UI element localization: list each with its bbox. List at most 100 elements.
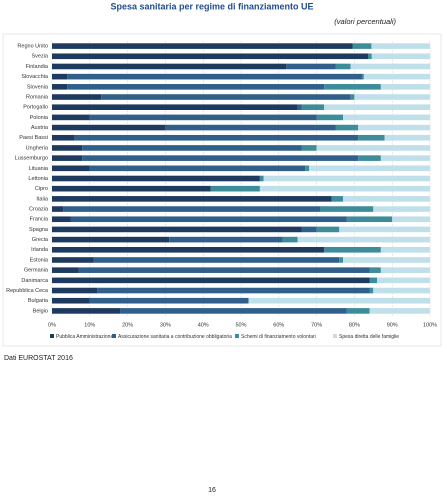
bar-segment	[52, 236, 170, 243]
bar-segment	[350, 94, 355, 100]
bar-segment	[52, 43, 353, 49]
bar-segment	[316, 226, 340, 233]
bar-segment	[63, 206, 321, 212]
x-tick-label: 60%	[273, 322, 284, 328]
x-tick-label: 10%	[84, 322, 95, 328]
chart-subtitle: (valori percentuali)	[334, 17, 396, 26]
bar-segment	[371, 43, 430, 49]
bar-segment	[248, 297, 430, 304]
y-tick-label: Paesi Bassi	[19, 135, 48, 141]
bar-segment	[320, 206, 374, 212]
y-tick-label: Polonia	[30, 115, 49, 121]
bar-segment	[346, 308, 370, 314]
bar-segment	[324, 84, 381, 90]
bar-segment	[101, 94, 351, 100]
y-tick-label: Slovenia	[27, 84, 49, 90]
x-tick-label: 100%	[423, 322, 437, 328]
bar-segment	[380, 267, 430, 273]
bar-segment	[52, 267, 79, 273]
y-tick-label: Danimarca	[21, 278, 49, 284]
legend-label: Spesa diretta delle famiglie	[339, 334, 399, 340]
bar-segment	[343, 257, 430, 263]
y-tick-label: Spagna	[29, 227, 49, 233]
bar-segment	[369, 277, 378, 284]
bar-segment	[324, 246, 381, 253]
y-tick-label: Portogallo	[23, 105, 48, 111]
y-tick-label: Regno Unito	[17, 44, 48, 50]
y-tick-label: Estonia	[30, 257, 49, 263]
bar-segment	[70, 216, 347, 223]
bar-segment	[346, 216, 393, 223]
bar-segment	[368, 53, 372, 60]
bar-segment	[52, 206, 64, 212]
bar-segment	[52, 165, 90, 172]
legend-label: Pubblica Amministrazione	[56, 334, 113, 340]
bar-segment	[352, 43, 372, 49]
legend-label: Assicurazione sanitaria a contribuzione …	[118, 334, 232, 340]
y-tick-label: Irlanda	[31, 247, 49, 253]
bar-segment	[361, 73, 364, 80]
bar-segment	[52, 73, 68, 80]
bar-segment	[52, 216, 71, 223]
bar-segment	[384, 134, 430, 141]
bar-segment	[369, 287, 374, 294]
bar-segment	[259, 185, 430, 192]
y-tick-label: Finlandia	[26, 64, 49, 70]
bar-segment	[335, 63, 351, 70]
bar-segment	[339, 226, 430, 233]
y-tick-label: Croazia	[29, 207, 49, 213]
y-tick-label: Cipro	[35, 186, 48, 192]
bar-segment	[120, 308, 347, 314]
page-number: 16	[208, 487, 216, 494]
bar-segment	[286, 63, 336, 70]
source-note: Dati EUROSTAT 2016	[4, 355, 73, 362]
bar-segment	[301, 104, 325, 111]
bar-segment	[363, 73, 430, 80]
bar-segment	[358, 134, 385, 141]
bar-segment	[339, 257, 344, 263]
legend-swatch	[235, 334, 239, 338]
bar-segment	[392, 216, 430, 223]
bar-segment	[52, 84, 68, 90]
y-tick-label: Germania	[24, 268, 49, 274]
bar-segment	[67, 73, 362, 80]
x-tick-label: 0%	[48, 322, 56, 328]
bar-segment	[309, 165, 430, 172]
bar-segment	[259, 175, 264, 182]
bar-segment	[343, 196, 430, 202]
bar-segment	[316, 145, 430, 151]
bar-segment	[89, 297, 249, 304]
bar-segment	[263, 175, 430, 182]
y-tick-label: Romania	[26, 94, 49, 100]
bar-segment	[297, 236, 430, 243]
chart-title: Spesa sanitaria per regime di finanziame…	[110, 1, 313, 11]
bar-segment	[358, 124, 430, 131]
y-tick-label: Lituania	[29, 166, 49, 172]
bar-segment	[358, 155, 381, 161]
bar-segment	[52, 175, 260, 182]
bar-segment	[52, 53, 369, 60]
y-tick-label: Repubblica Ceca	[6, 288, 49, 294]
bar-segment	[335, 124, 359, 131]
x-tick-label: 40%	[198, 322, 209, 328]
bar-segment	[369, 308, 430, 314]
bar-segment	[89, 114, 317, 121]
y-tick-label: Lettonia	[28, 176, 49, 182]
bar-segment	[52, 124, 166, 131]
bar-segment	[331, 196, 344, 202]
bar-segment	[354, 94, 430, 100]
bar-segment	[52, 134, 75, 141]
bar-segment	[343, 114, 430, 121]
bar-segment	[52, 94, 102, 100]
bar-segment	[82, 145, 302, 151]
bar-segment	[52, 297, 90, 304]
bar-segment	[74, 134, 359, 141]
bar-segment	[52, 308, 121, 314]
bar-segment	[52, 287, 98, 294]
bar-segment	[301, 226, 317, 233]
bar-segment	[89, 165, 306, 172]
plot: 0% 10% 20% 30% 40% 50% 60% 70% 80% 90% 100% Regno U…	[6, 41, 437, 340]
y-tick-label: Svezia	[31, 54, 48, 60]
